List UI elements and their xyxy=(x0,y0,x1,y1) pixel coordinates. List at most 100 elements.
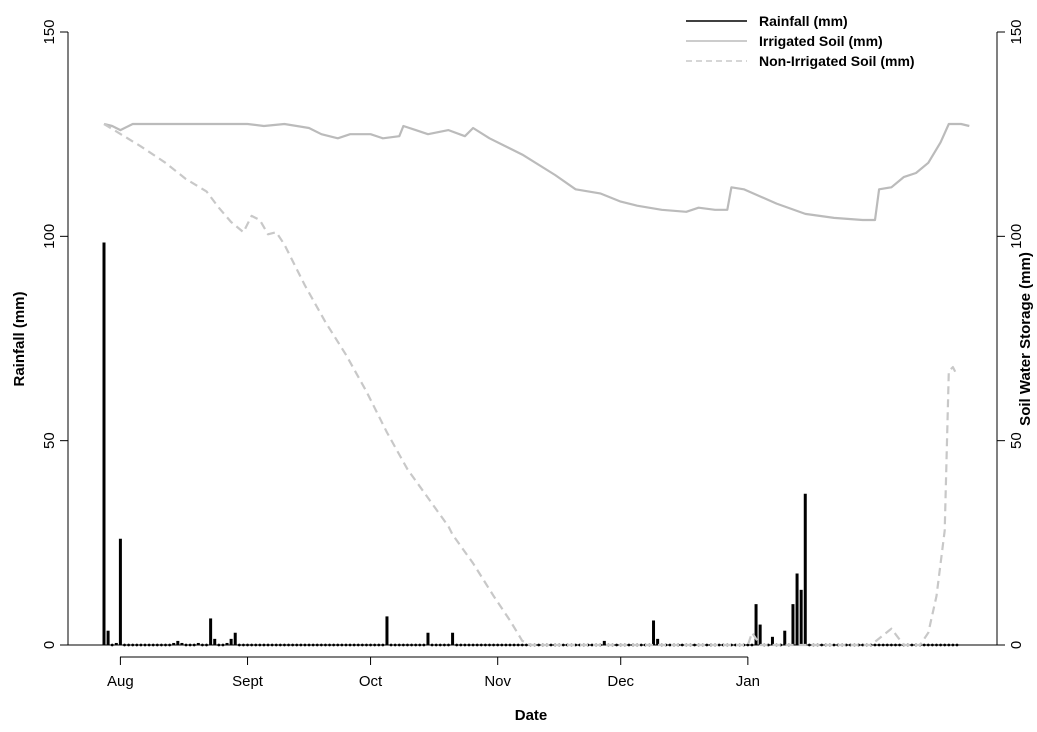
rainfall-zero-marker xyxy=(352,643,356,647)
rainfall-zero-marker xyxy=(750,643,754,647)
rainfall-zero-marker xyxy=(184,643,188,647)
rainfall-zero-marker xyxy=(459,643,463,647)
rainfall-zero-marker xyxy=(221,643,225,647)
rainfall-zero-marker xyxy=(324,643,327,647)
rainfall-zero-marker xyxy=(389,643,393,647)
rainfall-zero-marker xyxy=(537,643,541,647)
rainfall-zero-marker xyxy=(406,643,409,647)
rainfall-zero-marker xyxy=(123,643,126,647)
rainfall-zero-marker xyxy=(168,643,172,647)
y-right-tick-label: 0 xyxy=(1008,641,1025,649)
x-tick-label: Jan xyxy=(736,673,760,690)
x-tick-label: Dec xyxy=(607,673,634,690)
rainfall-zero-marker xyxy=(561,643,565,647)
rainfall-zero-marker xyxy=(922,643,926,647)
rainfall-zero-marker xyxy=(820,643,824,647)
rainfall-zero-marker xyxy=(668,643,672,647)
rainfall-zero-marker xyxy=(483,643,487,647)
rainfall-zero-marker xyxy=(467,643,471,647)
rainfall-zero-marker xyxy=(373,643,377,647)
rainfall-zero-marker xyxy=(307,643,311,647)
legend-non-irrigated-label: Non-Irrigated Soil (mm) xyxy=(759,53,915,69)
y-left-tick-label: 0 xyxy=(41,641,58,649)
rainfall-zero-marker xyxy=(442,643,446,647)
rainfall-zero-marker xyxy=(365,643,368,647)
rainfall-zero-marker xyxy=(250,643,254,647)
rainfall-zero-marker xyxy=(639,643,643,647)
rainfall-zero-marker xyxy=(270,643,274,647)
rainfall-zero-marker xyxy=(504,643,508,647)
rainfall-zero-marker xyxy=(299,643,303,647)
rainfall-zero-marker xyxy=(422,643,426,647)
rainfall-zero-marker xyxy=(147,643,151,647)
rainfall-zero-marker xyxy=(615,643,619,647)
legend-rainfall-label: Rainfall (mm) xyxy=(759,13,848,29)
rainfall-zero-marker xyxy=(590,643,594,647)
rainfall-zero-marker xyxy=(549,643,553,647)
rainfall-zero-marker xyxy=(418,643,422,647)
rainfall-zero-marker xyxy=(955,643,959,647)
rainfall-zero-marker xyxy=(131,643,135,647)
rainfall-zero-marker xyxy=(217,643,221,647)
rainfall-zero-marker xyxy=(471,643,475,647)
y-axis-left-title: Rainfall (mm) xyxy=(11,291,28,386)
rainfall-zero-marker xyxy=(475,643,479,647)
rainfall-zero-marker xyxy=(861,643,865,647)
rainfall-zero-marker xyxy=(262,643,266,647)
rainfall-zero-marker xyxy=(319,643,323,647)
rainfall-zero-marker xyxy=(127,643,131,647)
rainfall-zero-marker xyxy=(520,643,524,647)
rainfall-zero-marker xyxy=(455,643,459,647)
soil-lines xyxy=(103,122,970,647)
rainfall-zero-marker xyxy=(414,643,418,647)
y-left-tick-label: 100 xyxy=(41,224,58,249)
rainfall-zero-marker xyxy=(430,643,434,647)
irrigated-soil-line xyxy=(103,122,970,222)
rainfall-zero-marker xyxy=(315,643,319,647)
rainfall-zero-marker xyxy=(258,643,262,647)
rainfall-zero-marker xyxy=(951,643,955,647)
rainfall-zero-marker xyxy=(340,643,344,647)
non-irrigated-soil-line xyxy=(103,123,958,647)
rainfall-zero-marker xyxy=(680,643,684,647)
rainfall-zero-marker xyxy=(139,643,143,647)
rainfall-bars xyxy=(102,242,959,647)
rainfall-zero-marker xyxy=(898,643,901,647)
rainfall-zero-marker xyxy=(516,643,520,647)
rainfall-zero-marker xyxy=(930,643,934,647)
rainfall-zero-marker xyxy=(492,643,495,647)
y-axis-right-title: Soil Water Storage (mm) xyxy=(1017,252,1034,426)
rainfall-zero-marker xyxy=(881,643,885,647)
y-left-tick-label: 150 xyxy=(41,19,58,44)
rainfall-zero-marker xyxy=(500,643,504,647)
rainfall-zero-marker xyxy=(438,643,442,647)
rainfall-zero-marker xyxy=(254,643,258,647)
axes: 0 50 100 150 0 50 100 150 Aug Sept Oct Nov Dec Jan xyxy=(41,19,1025,690)
rainfall-zero-marker xyxy=(885,643,889,647)
rainfall-zero-marker xyxy=(705,643,709,647)
rainfall-zero-marker xyxy=(201,643,204,647)
rainfall-zero-marker xyxy=(291,643,295,647)
rainfall-zero-marker xyxy=(278,643,282,647)
rainfall-zero-marker xyxy=(926,643,930,647)
rainfall-zero-marker xyxy=(283,643,286,647)
x-axis-title: Date xyxy=(515,707,548,724)
rainfall-zero-marker xyxy=(369,643,372,647)
rainfall-zero-marker xyxy=(894,643,897,647)
rainfall-zero-marker xyxy=(266,643,270,647)
rainfall-zero-marker xyxy=(447,643,450,647)
y-left-tick-label: 50 xyxy=(41,432,58,449)
rainfall-zero-marker xyxy=(143,643,147,647)
rainfall-zero-marker xyxy=(356,643,360,647)
rainfall-zero-marker xyxy=(496,643,500,647)
rainfall-zero-marker xyxy=(328,643,331,647)
rainfall-zero-marker xyxy=(717,643,721,647)
rainfall-zero-marker xyxy=(110,643,114,647)
x-tick-label: Oct xyxy=(359,673,383,690)
rainfall-zero-marker xyxy=(135,643,139,647)
rainfall-zero-marker xyxy=(397,643,401,647)
rainfall-zero-marker xyxy=(401,643,405,647)
rainfall-zero-marker xyxy=(295,643,299,647)
rainfall-zero-marker xyxy=(188,643,192,647)
